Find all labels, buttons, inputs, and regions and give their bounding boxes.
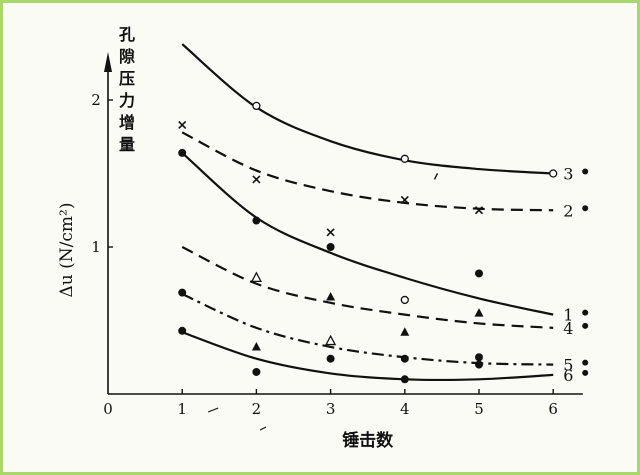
curve-end-dot	[582, 369, 589, 376]
y-tick-label: 2	[91, 91, 101, 109]
data-point-cross	[474, 206, 484, 215]
data-point-open-triangle	[250, 271, 262, 283]
x-tick-label: 1	[177, 400, 187, 418]
data-point-open-circle	[400, 295, 409, 305]
data-point-filled-circle	[475, 353, 483, 362]
y-axis-label-char: 孔	[119, 25, 135, 44]
curve-4	[181, 246, 554, 329]
curve-1	[181, 152, 554, 316]
data-point-cross	[178, 120, 187, 130]
y-axis-label-char: 量	[119, 135, 135, 154]
curve-end-dot	[582, 309, 589, 316]
data-point-open-circle	[252, 101, 261, 111]
x-tick-label: 0	[103, 400, 113, 418]
curve-end-dot	[582, 168, 589, 175]
x-tick-label: 3	[326, 400, 336, 418]
curve-label-3: 3	[563, 165, 573, 184]
data-point-filled-circle	[475, 360, 483, 369]
stray-mark	[207, 407, 219, 413]
curve-end-dot	[582, 322, 589, 329]
data-point-filled-triangle	[474, 308, 484, 317]
stray-mark	[259, 426, 267, 431]
data-point-open-triangle	[325, 334, 337, 346]
curve-label-5: 5	[563, 356, 573, 375]
data-point-open-circle	[400, 154, 409, 163]
curve-label-6: 6	[563, 366, 573, 385]
data-point-filled-circle	[400, 375, 409, 384]
data-point-cross	[400, 195, 409, 205]
y-axis-label-char: 压	[119, 69, 135, 88]
data-point-cross	[326, 228, 335, 237]
x-tick-label: 6	[548, 400, 558, 418]
curve-label-4: 4	[563, 319, 573, 338]
y-axis-label-char: 隙	[119, 47, 135, 66]
x-tick-label: 4	[400, 400, 410, 418]
curve-3	[181, 43, 554, 175]
data-point-filled-circle	[178, 326, 187, 335]
x-tick-label: 5	[474, 400, 484, 418]
curve-label-2: 2	[563, 201, 573, 220]
data-point-filled-circle	[326, 354, 335, 363]
curve-end-dot	[582, 205, 589, 212]
y-axis-unit-label: Δu (N/cm²)	[57, 203, 77, 298]
x-axis-label: 锤击数	[342, 430, 394, 451]
y-axis-label-char: 增	[119, 113, 135, 132]
y-axis-arrow	[104, 52, 112, 72]
chart-points	[178, 101, 558, 384]
data-point-filled-triangle	[326, 291, 336, 301]
curve-5	[181, 293, 554, 366]
data-point-filled-circle	[178, 148, 187, 157]
data-point-filled-circle	[326, 243, 335, 251]
chart-axes: 0 1 2 3 4 5 612	[91, 52, 583, 418]
data-point-filled-circle	[475, 269, 483, 278]
curve-6	[181, 331, 554, 382]
data-point-filled-circle	[178, 288, 187, 297]
y-tick-label: 1	[91, 238, 101, 256]
curve-end-dot	[582, 359, 589, 366]
data-point-filled-circle	[252, 367, 261, 376]
data-point-filled-triangle	[251, 341, 261, 351]
chart-curves	[181, 43, 554, 382]
data-point-cross	[252, 175, 261, 184]
curve-label-1: 1	[563, 306, 573, 325]
data-point-filled-circle	[400, 354, 409, 363]
y-axis-label-char: 力	[119, 91, 135, 110]
curve-2	[181, 131, 554, 212]
stray-mark	[433, 173, 439, 180]
data-point-filled-circle	[252, 216, 261, 225]
data-point-open-circle	[549, 169, 558, 178]
x-tick-label: 2	[252, 400, 262, 418]
data-point-filled-triangle	[400, 327, 410, 336]
